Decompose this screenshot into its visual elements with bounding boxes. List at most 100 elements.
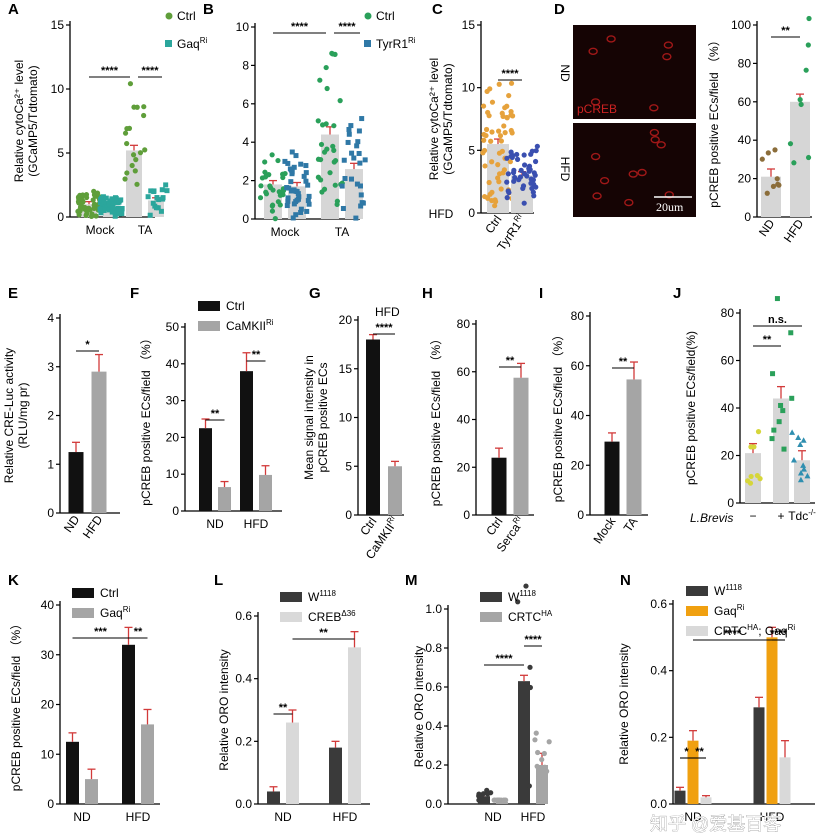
- A-data-point: [141, 104, 147, 110]
- A-y-tick-label: 0: [57, 210, 64, 224]
- B-data-point: [341, 157, 347, 163]
- C-data-point: [516, 177, 522, 183]
- J-data-point: [797, 441, 804, 448]
- J-x-tick-label: −: [749, 509, 756, 523]
- B-data-point: [282, 170, 288, 177]
- B-data-point: [327, 170, 333, 176]
- F-y-tick-label: 50: [166, 320, 180, 334]
- B-data-point: [315, 118, 321, 124]
- C-data-point: [521, 162, 528, 168]
- B-data-point: [306, 201, 312, 207]
- A-data-point: [113, 195, 119, 201]
- B-data-point: [277, 202, 283, 208]
- H-bar-Ctrl: [491, 457, 507, 515]
- M-data-point: [503, 797, 509, 803]
- B-data-point: [321, 186, 328, 192]
- A-data-point: [116, 207, 122, 213]
- D-nucleus: [628, 170, 638, 178]
- C-y-label: (GCaMP5/Tdtomato): [441, 63, 455, 174]
- B-data-point: [359, 116, 365, 122]
- N-y-tick-label: 0.2: [650, 730, 667, 744]
- N-x-tick-label: ND: [684, 810, 702, 824]
- D-data-point: [759, 156, 765, 162]
- M-x-tick-label: ND: [484, 810, 502, 824]
- J-data-point: [778, 402, 784, 408]
- I-x-tick-label: TA: [621, 515, 641, 535]
- D-data-point: [775, 181, 781, 187]
- A-panel-label: A: [8, 1, 19, 18]
- C-data-point: [481, 147, 488, 154]
- M-data-point: [484, 787, 490, 793]
- C-data-point: [489, 129, 495, 135]
- L-significance: **: [279, 702, 288, 714]
- watermark-text: 知乎 @爱基百客: [650, 814, 781, 834]
- A-data-point: [151, 188, 157, 194]
- B-data-point: [339, 183, 345, 189]
- H-panel-label: H: [422, 285, 433, 302]
- J-data-point: [804, 472, 811, 479]
- C-data-point: [505, 171, 511, 177]
- B-data-point: [270, 187, 276, 193]
- B-data-point: [293, 153, 299, 159]
- C-data-point: [529, 148, 535, 154]
- B-data-point: [337, 98, 343, 104]
- K-legend-label: Ctrl: [100, 586, 119, 600]
- B-significance: ****: [291, 21, 309, 33]
- A-data-point: [122, 130, 129, 136]
- K-y-label: pCREB positive ECs/field （%）: [9, 618, 23, 791]
- B-data-point: [346, 126, 352, 132]
- M-data-point: [533, 730, 539, 736]
- J-y-tick-label: 80: [721, 306, 735, 320]
- C-data-point: [502, 130, 508, 136]
- A-data-point: [88, 213, 95, 219]
- H-y-label: pCREB positive ECs/field （%）: [429, 333, 443, 506]
- M-y-tick-label: 1.0: [425, 602, 442, 616]
- A-data-point: [110, 208, 116, 214]
- B-data-point: [355, 139, 361, 145]
- A-significance: ****: [101, 65, 119, 77]
- C-data-point: [510, 170, 517, 176]
- J-data-point: [788, 330, 794, 336]
- B-data-point: [280, 174, 286, 181]
- D-data-point: [772, 147, 778, 153]
- A-data-point: [106, 201, 112, 207]
- C-data-point: [502, 105, 508, 111]
- D-image-label-hfd: HFD: [558, 157, 572, 182]
- J-data-point: [771, 427, 777, 433]
- D-data-point: [798, 101, 804, 108]
- B-data-point: [362, 157, 368, 163]
- F-significance: **: [252, 349, 261, 361]
- D-y-tick-label: 0: [744, 210, 751, 224]
- F-significance: **: [211, 408, 220, 420]
- L-x-tick-label: HFD: [333, 810, 358, 824]
- B-data-point: [345, 139, 351, 145]
- D-data-point: [803, 67, 809, 73]
- B-data-point: [318, 141, 325, 148]
- K-bar-GaqRi-HFD: [141, 724, 154, 804]
- C-data-point: [507, 159, 513, 165]
- B-data-point: [285, 198, 291, 204]
- J-y-tick-label: 0: [727, 496, 734, 510]
- J-y-tick-label: 40: [721, 401, 735, 415]
- B-data-point: [334, 198, 340, 204]
- D-panel-label: D: [554, 1, 565, 18]
- N-legend-swatch: [686, 606, 708, 616]
- A-legend-label: Ctrl: [177, 9, 196, 23]
- A-data-point: [164, 188, 170, 194]
- B-legend-swatch: [364, 40, 371, 47]
- D-nucleus: [590, 152, 601, 161]
- C-data-point: [483, 132, 489, 139]
- C-data-point: [488, 138, 494, 144]
- B-y-tick-label: 10: [236, 20, 250, 34]
- A-data-point: [163, 182, 169, 188]
- F-y-tick-label: 40: [166, 357, 180, 371]
- C-row-label: HFD: [429, 207, 454, 221]
- J-data-point: [790, 456, 797, 463]
- C-data-point: [492, 203, 498, 209]
- D-y-tick-label: 80: [738, 56, 752, 70]
- B-y-tick-label: 8: [242, 58, 249, 72]
- I-x-tick-label: Mock: [591, 514, 619, 546]
- L-bar-W1118-HFD: [329, 747, 342, 804]
- L-bar-CREBΔ36-ND: [286, 722, 299, 804]
- J-data-point: [748, 473, 754, 480]
